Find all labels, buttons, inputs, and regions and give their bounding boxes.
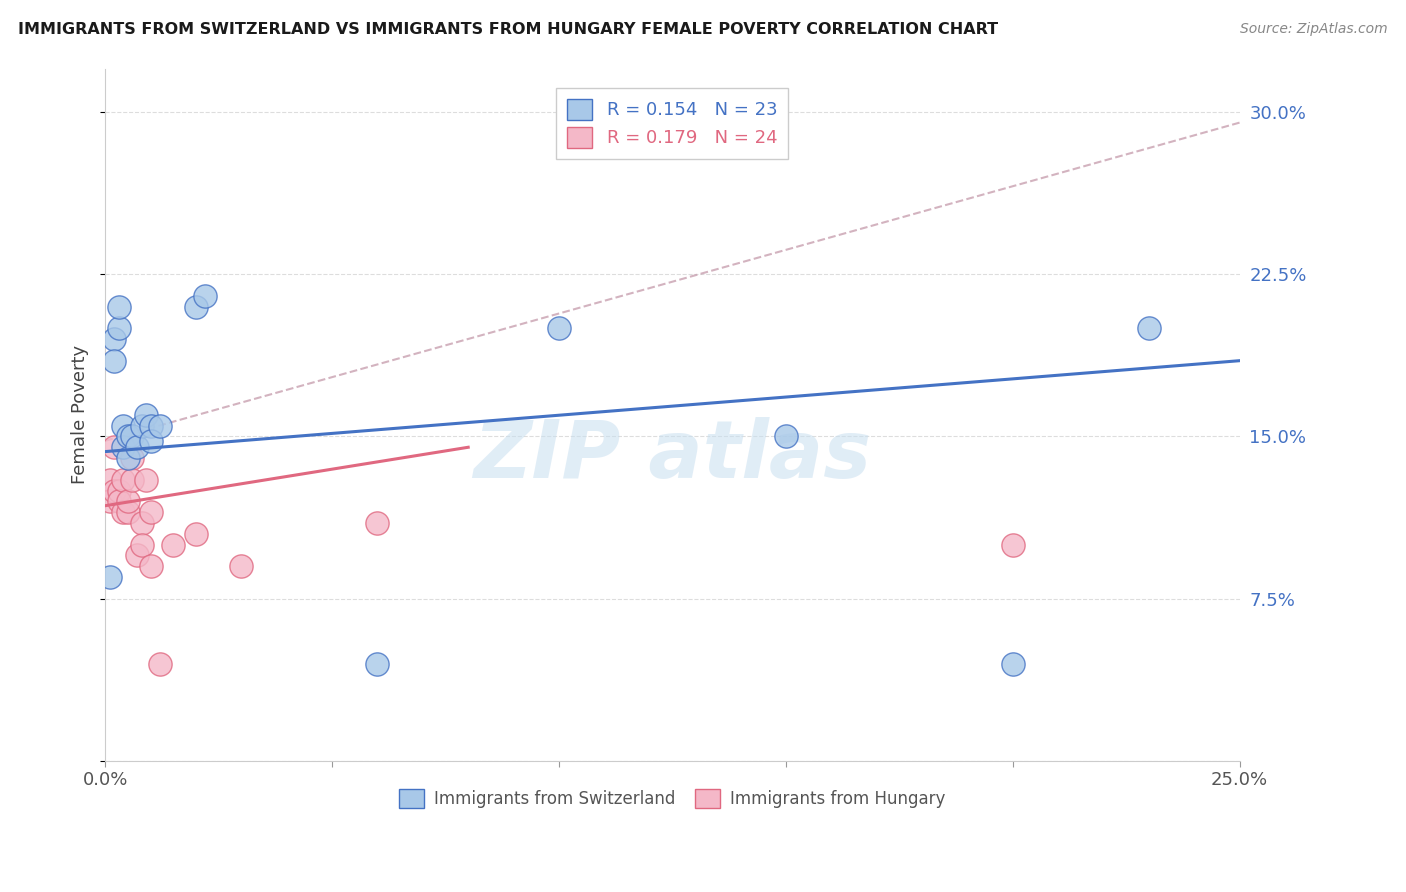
Point: [125, 440, 148, 454]
Point: [117, 494, 139, 508]
Point: [775, 429, 797, 443]
Point: [184, 526, 207, 541]
Point: [117, 451, 139, 466]
Point: [121, 429, 143, 443]
Point: [139, 505, 162, 519]
Point: [139, 434, 162, 448]
Point: [125, 549, 148, 563]
Point: [117, 505, 139, 519]
Point: [1001, 657, 1024, 671]
Point: [98, 494, 121, 508]
Point: [1137, 321, 1160, 335]
Point: [112, 473, 135, 487]
Point: [103, 483, 125, 498]
Point: [108, 494, 131, 508]
Text: Source: ZipAtlas.com: Source: ZipAtlas.com: [1240, 22, 1388, 37]
Point: [98, 473, 121, 487]
Point: [112, 418, 135, 433]
Point: [231, 559, 253, 574]
Point: [108, 321, 131, 335]
Point: [121, 451, 143, 466]
Point: [131, 538, 153, 552]
Point: [112, 440, 135, 454]
Point: [1001, 538, 1024, 552]
Point: [103, 332, 125, 346]
Legend: Immigrants from Switzerland, Immigrants from Hungary: Immigrants from Switzerland, Immigrants …: [392, 782, 952, 815]
Point: [366, 516, 388, 530]
Point: [548, 321, 571, 335]
Point: [108, 483, 131, 498]
Point: [149, 657, 172, 671]
Text: ZIP atlas: ZIP atlas: [474, 417, 872, 495]
Text: IMMIGRANTS FROM SWITZERLAND VS IMMIGRANTS FROM HUNGARY FEMALE POVERTY CORRELATIO: IMMIGRANTS FROM SWITZERLAND VS IMMIGRANT…: [18, 22, 998, 37]
Point: [103, 353, 125, 368]
Point: [194, 289, 217, 303]
Point: [139, 559, 162, 574]
Point: [162, 538, 184, 552]
Point: [121, 473, 143, 487]
Point: [103, 440, 125, 454]
Point: [131, 516, 153, 530]
Point: [135, 408, 157, 422]
Point: [108, 300, 131, 314]
Point: [139, 418, 162, 433]
Point: [117, 429, 139, 443]
Point: [366, 657, 388, 671]
Y-axis label: Female Poverty: Female Poverty: [72, 345, 89, 484]
Point: [149, 418, 172, 433]
Point: [131, 418, 153, 433]
Point: [98, 570, 121, 584]
Point: [184, 300, 207, 314]
Point: [112, 505, 135, 519]
Point: [135, 473, 157, 487]
